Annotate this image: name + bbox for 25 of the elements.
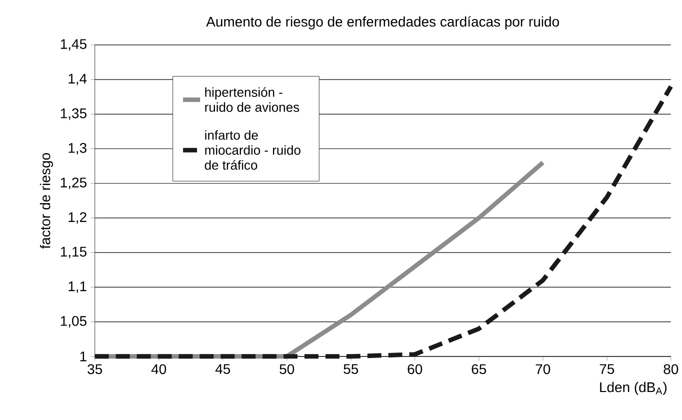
- x-tick-label: 60: [408, 364, 422, 374]
- x-tick-label: 50: [280, 364, 294, 374]
- chart-title: Aumento de riesgo de enfermedades cardíacas por ruido: [206, 16, 559, 30]
- y-tick-label: 1,2: [68, 212, 86, 224]
- y-tick-label: 1,15: [60, 246, 86, 258]
- y-tick-label: 1,25: [60, 177, 86, 189]
- legend-label: hipertensión - ruido de aviones: [205, 87, 300, 112]
- x-tick-label: 80: [664, 364, 678, 374]
- y-tick-label: 1,1: [68, 281, 86, 293]
- y-tick-label: 1,4: [68, 74, 87, 86]
- x-tick-label: 65: [472, 364, 486, 374]
- y-tick-label: 1,3: [68, 142, 86, 154]
- x-tick-label: 35: [88, 364, 102, 374]
- x-tick-label: 70: [536, 364, 550, 374]
- x-tick-label: 40: [151, 364, 166, 374]
- x-tick-label: 75: [600, 364, 614, 374]
- legend-label: infarto de miocardio - ruido de tráfico: [204, 130, 300, 170]
- x-axis-title: Lden (dB$_{A}$): [600, 382, 667, 395]
- x-tick-label: 55: [344, 364, 358, 374]
- x-tick-label: 45: [215, 364, 230, 374]
- y-tick-label: 1,05: [60, 316, 86, 328]
- y-axis-title: factor de riesgo: [40, 152, 53, 248]
- y-tick-label: 1: [80, 351, 86, 362]
- y-tick-label: 1,35: [60, 108, 86, 120]
- y-tick-label: 1,45: [60, 39, 86, 50]
